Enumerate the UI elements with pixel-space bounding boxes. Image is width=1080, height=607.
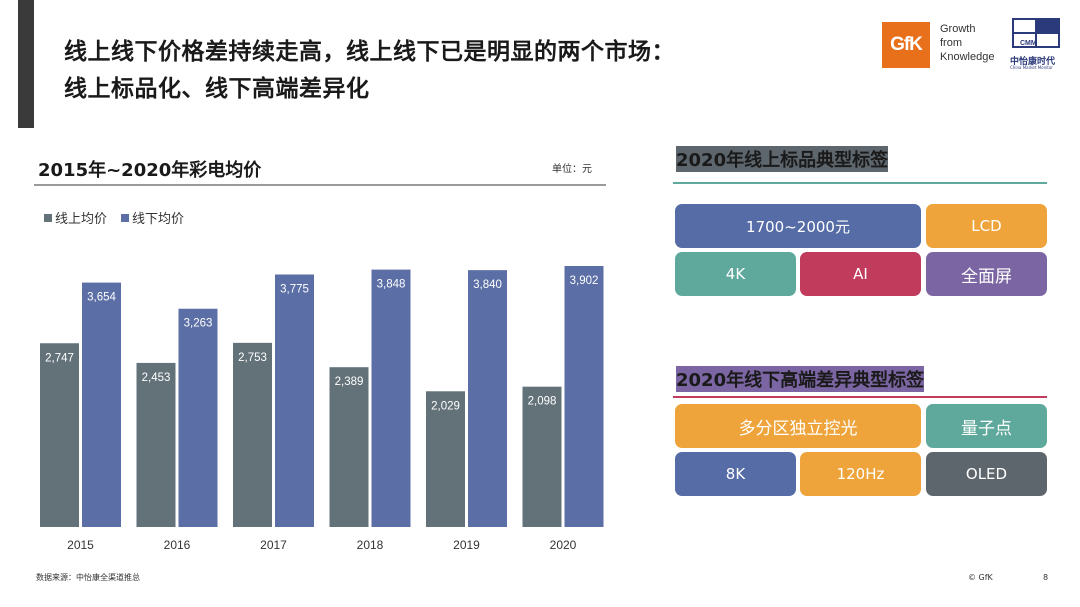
offline-tag-quantum-dot: 量子点 [926,404,1047,448]
tag-label: 全面屏 [961,266,1012,287]
chart-title-divider [34,184,606,186]
title-line-1: 线上线下价格差持续走高，线上线下已是明显的两个市场： [64,39,675,65]
offline-tag-oled: OLED [926,452,1047,496]
bar-online [426,391,465,527]
online-tag-price: 1700~2000元 [675,204,921,248]
data-label-offline: 3,902 [570,275,599,287]
x-tick-label: 2020 [550,538,577,552]
bar-online [40,343,79,527]
tag-label: 8K [725,465,746,483]
online-tags-title: 2020年线上标品典型标签 [676,146,889,172]
bar-online [233,342,272,527]
data-label-offline: 3,848 [377,279,406,291]
legend-label-offline: 线下均价 [132,212,185,227]
data-label-online: 2,747 [45,352,74,364]
legend-item-offline: 线下均价 [121,208,184,227]
bar-offline [468,270,507,527]
data-label-offline: 3,263 [184,318,213,330]
tag-label: 120Hz [836,465,885,483]
chart-legend: 线上均价 线下均价 [44,208,184,227]
bar-online [329,367,369,527]
cmm-logo-subtitle: China Market Monitor [1010,65,1053,70]
offline-tag-memory: 3G+32G [800,500,1047,544]
data-label-online: 2,753 [238,352,267,364]
data-label-online: 2,389 [335,376,364,388]
tag-label: 多分区独立控光 [738,418,858,439]
footer-source: 数据来源：中怡康全渠道推总 [36,573,140,582]
tag-label: 4K [725,265,746,283]
gfk-logo: GfK [882,22,930,68]
cmm-logo-text: CMM [1020,40,1037,47]
tag-label: AI [853,265,868,283]
online-tag-ai: AI [800,252,921,296]
data-label-online: 2,453 [142,372,171,384]
online-tag-fullscreen: 全面屏 [926,252,1047,296]
cmm-logo: CMM 中怡康时代 China Market Monitor [1010,18,1062,70]
tag-label: 金属边框 [701,514,770,535]
gfk-tagline-line: Growth [940,23,976,35]
x-tick-label: 2018 [357,538,384,552]
online-tag-lcd: LCD [926,204,1047,248]
bar-offline [564,265,604,527]
tag-label: OLED [965,465,1008,483]
offline-tags-title: 2020年线下高端差异典型标签 [676,366,925,392]
tag-label: 量子点 [961,418,1012,439]
gfk-tagline: Growth from Knowledge [940,22,994,64]
tag-label: 塑料边框 [701,314,770,335]
tag-label: 3G+32G [891,513,956,531]
legend-swatch-online [44,213,52,222]
gfk-tagline-line: Knowledge [940,51,995,63]
title-line-2: 线上标品化、线下高端差异化 [64,76,370,102]
online-tag-memory: 1.5G/2G+8G [800,300,1047,344]
accent-bar [18,0,34,128]
data-label-offline: 3,840 [473,279,502,291]
data-label-online: 2,098 [528,396,557,408]
footer-copyright: © GfK [968,573,993,582]
cmm-logo-name: 中怡康时代 [1010,57,1056,67]
bar-offline [371,269,411,527]
tag-label: LCD [971,217,1002,235]
tag-label: 1700~2000元 [746,217,850,236]
data-label-offline: 3,654 [87,292,116,304]
tag-label: 1.5G/2G+8G [875,313,972,331]
offline-tag-metal-bezel: 金属边框 [675,500,796,544]
bar-offline [82,282,121,527]
legend-label-online: 线上均价 [55,212,108,227]
bar-offline [275,274,314,527]
online-tag-plastic-bezel: 塑料边框 [675,300,796,344]
chart-unit: 单位：元 [552,164,592,175]
offline-tags-divider [673,396,1047,398]
page-number: 8 [1043,573,1049,582]
legend-swatch-offline [121,213,130,222]
online-tags-divider [673,182,1047,184]
chart-title: 2015年~2020年彩电均价 [38,160,262,181]
legend-item-online: 线上均价 [44,208,107,227]
page-title: 线上线下价格差持续走高，线上线下已是明显的两个市场： 线上标品化、线下高端差异化 [64,34,844,108]
data-label-offline: 3,775 [280,283,309,295]
cmm-logo-mark: CMM [1012,18,1060,48]
data-label-online: 2,029 [431,400,460,412]
x-tick-label: 2016 [164,538,191,552]
bar-offline [178,308,218,527]
x-tick-label: 2017 [260,538,287,552]
bar-online [522,386,562,527]
offline-tag-120hz: 120Hz [800,452,921,496]
gfk-tagline-line: from [940,37,962,49]
online-tag-4k: 4K [675,252,796,296]
x-tick-label: 2015 [67,538,94,552]
offline-tag-8k: 8K [675,452,796,496]
offline-tag-local-dimming: 多分区独立控光 [675,404,921,448]
price-bar-chart: 2,747 3,654 2015 2,453 3,263 2016 2,753 3,775 20… [40,265,604,552]
bar-online [136,362,176,527]
x-tick-label: 2019 [453,538,480,552]
